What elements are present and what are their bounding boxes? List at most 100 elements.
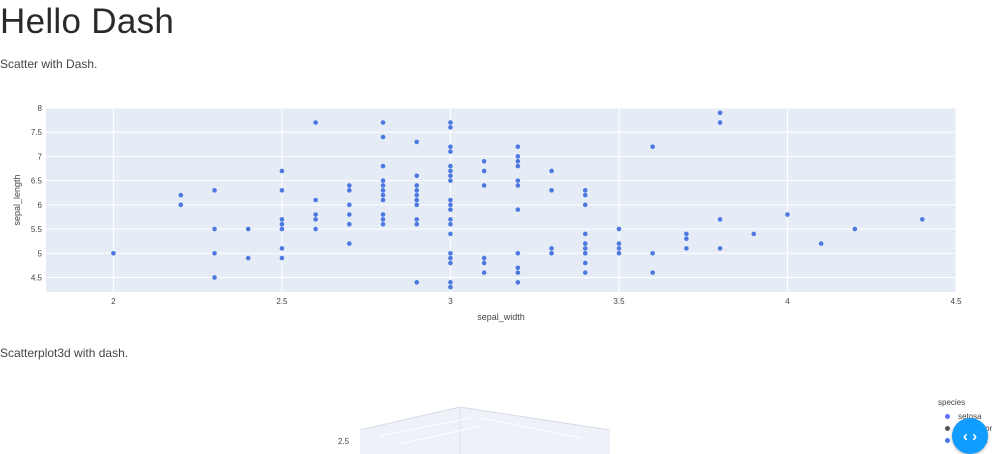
scatter-point[interactable] (313, 197, 318, 203)
scatter-point[interactable] (448, 202, 453, 208)
scatter-point[interactable] (515, 158, 521, 164)
scatter-point[interactable] (414, 197, 420, 203)
debug-toggle-button[interactable]: ‹ › (952, 418, 988, 454)
scatter-point[interactable] (279, 221, 285, 227)
scatter-point[interactable] (414, 139, 420, 145)
scatter-point[interactable] (582, 192, 588, 198)
scatter-point[interactable] (481, 255, 487, 261)
scatter-point[interactable] (481, 260, 487, 266)
scatter-point[interactable] (785, 212, 790, 217)
scatter-point[interactable] (515, 163, 521, 169)
scatter-point[interactable] (448, 255, 453, 261)
scatter-point[interactable] (616, 241, 622, 246)
scatter-point[interactable] (582, 241, 588, 246)
scatter-point[interactable] (448, 120, 453, 125)
scatter-point[interactable] (279, 226, 285, 232)
scatter-point[interactable] (313, 212, 318, 217)
scatter-point[interactable] (515, 144, 521, 150)
scatter-point[interactable] (515, 250, 521, 256)
scatter-point[interactable] (582, 270, 588, 275)
scatter-point[interactable] (481, 158, 487, 164)
scatter-point[interactable] (448, 168, 453, 174)
scatter-point[interactable] (245, 226, 251, 232)
scatter-point[interactable] (414, 217, 420, 222)
scatter-point[interactable] (549, 188, 554, 193)
scatter-point[interactable] (313, 217, 318, 222)
scatter-point[interactable] (751, 231, 757, 237)
scatter-point[interactable] (279, 217, 285, 222)
scatter-point[interactable] (650, 270, 655, 275)
scatter-point[interactable] (380, 183, 386, 188)
scatter-point[interactable] (212, 226, 217, 232)
scatter-point[interactable] (448, 173, 453, 179)
scatter-point[interactable] (549, 168, 554, 174)
scatter-point[interactable] (448, 197, 453, 203)
scatter-point[interactable] (582, 250, 588, 256)
scatter-point[interactable] (178, 192, 184, 198)
scatter-point[interactable] (279, 255, 285, 261)
scatter-point[interactable] (380, 188, 386, 193)
scatter-point[interactable] (414, 192, 420, 198)
scatter-point[interactable] (448, 250, 453, 256)
scatter-point[interactable] (448, 284, 453, 290)
scatter-point[interactable] (448, 231, 453, 237)
scatter-point[interactable] (178, 202, 184, 208)
scatter-point[interactable] (212, 275, 217, 280)
scatter-point[interactable] (616, 250, 622, 256)
scatter-point[interactable] (380, 192, 386, 198)
scatter-point[interactable] (448, 221, 453, 227)
scatter-point[interactable] (212, 250, 217, 256)
scatter-point[interactable] (515, 270, 521, 275)
scatter-point[interactable] (481, 270, 487, 275)
scatter-point[interactable] (347, 202, 352, 208)
scatter-point[interactable] (414, 188, 420, 193)
scatter3d-chart[interactable]: 2.5 (0, 400, 930, 454)
scatter-chart[interactable]: 2 2.5 3 3.5 4 4.5 4.5 5 5.5 6 6.5 7 7.5 8 sepal_widt… (0, 100, 994, 330)
scatter-point[interactable] (515, 183, 521, 188)
scatter-point[interactable] (448, 207, 453, 212)
scatter-point[interactable] (650, 144, 655, 150)
scatter-point[interactable] (448, 144, 453, 150)
scatter-point[interactable] (448, 260, 453, 266)
scatter-point[interactable] (717, 246, 723, 251)
scatter-point[interactable] (448, 149, 453, 154)
scatter-point[interactable] (684, 236, 689, 242)
scatter-point[interactable] (515, 280, 521, 285)
scatter-point[interactable] (818, 241, 824, 246)
scatter-point[interactable] (582, 188, 588, 193)
scatter-point[interactable] (515, 178, 521, 183)
scatter-point[interactable] (380, 120, 386, 125)
scatter-point[interactable] (717, 217, 723, 222)
scatter-point[interactable] (717, 110, 723, 116)
scatter-point[interactable] (347, 241, 352, 246)
scatter-point[interactable] (279, 188, 285, 193)
scatter-point[interactable] (684, 231, 689, 237)
scatter-point[interactable] (650, 250, 655, 256)
scatter-point[interactable] (414, 221, 420, 227)
scatter-point[interactable] (380, 134, 386, 140)
scatter-point[interactable] (582, 202, 588, 208)
scatter-point[interactable] (448, 125, 453, 130)
scatter-point[interactable] (616, 246, 622, 251)
scatter-point[interactable] (380, 163, 386, 169)
scatter-point[interactable] (515, 265, 521, 271)
scatter-point[interactable] (852, 226, 858, 232)
scatter-point[interactable] (347, 212, 352, 217)
scatter-point[interactable] (279, 168, 285, 174)
scatter-point[interactable] (448, 163, 453, 169)
scatter-point[interactable] (313, 226, 318, 232)
scatter-point[interactable] (414, 173, 420, 179)
scatter-point[interactable] (448, 178, 453, 183)
scatter-point[interactable] (212, 188, 217, 193)
scatter-point[interactable] (717, 120, 723, 125)
scatter-point[interactable] (582, 260, 588, 266)
scatter-point[interactable] (616, 226, 622, 232)
scatter-point[interactable] (481, 183, 487, 188)
scatter-point[interactable] (380, 221, 386, 227)
scatter-point[interactable] (347, 183, 352, 188)
scatter-point[interactable] (414, 280, 420, 285)
scatter-point[interactable] (481, 168, 487, 174)
scatter-point[interactable] (582, 246, 588, 251)
scatter-point[interactable] (582, 231, 588, 237)
scatter-point[interactable] (347, 221, 352, 227)
